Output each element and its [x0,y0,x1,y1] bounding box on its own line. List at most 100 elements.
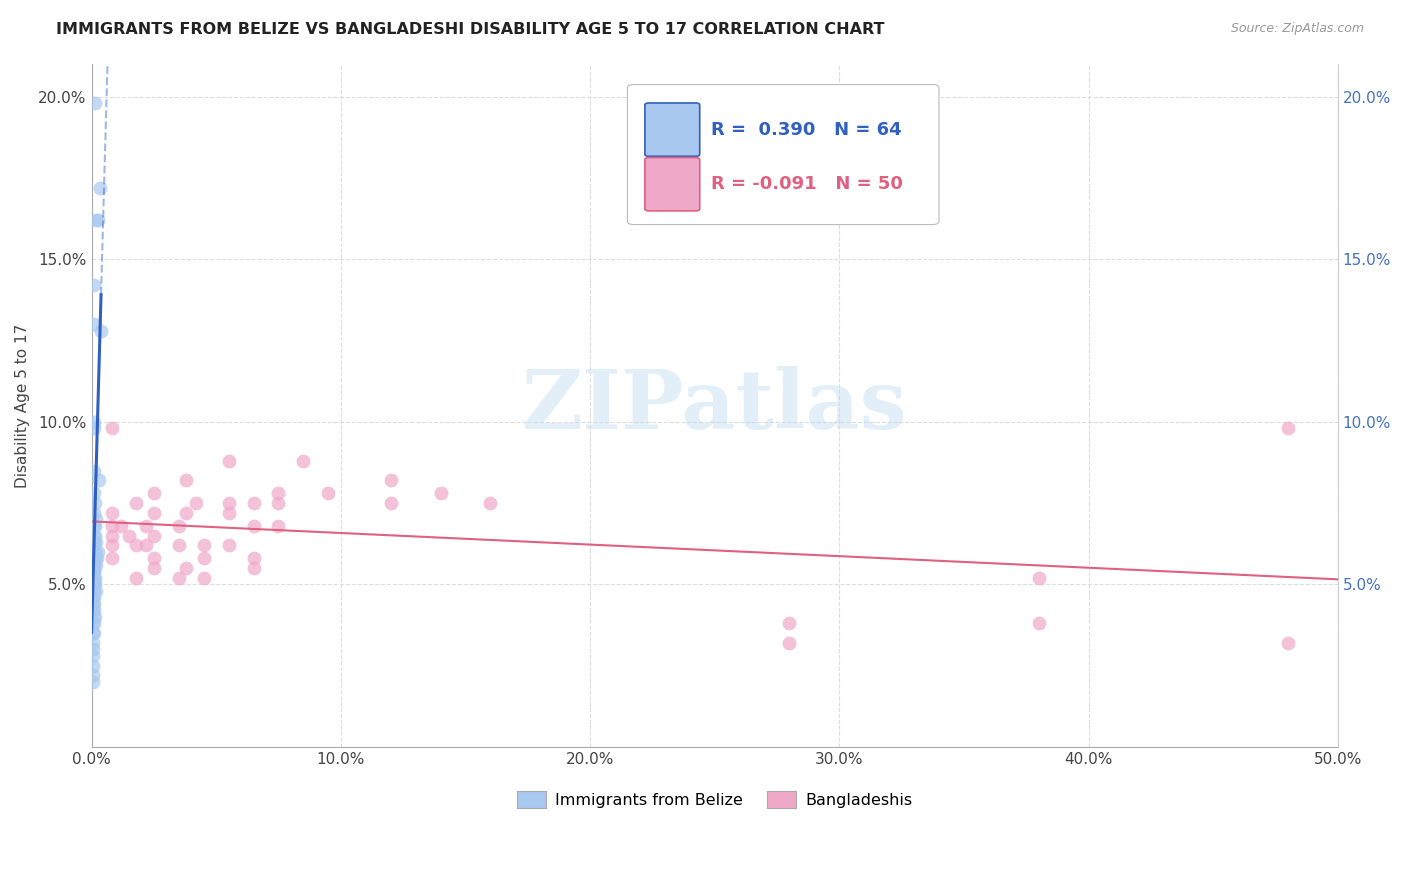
Point [83,528,105,542]
Point [142,506,165,520]
Point [778,636,800,650]
Point [84,512,107,526]
Point [218,496,240,510]
Point [242,496,264,510]
Y-axis label: Disability Age 5 to 17: Disability Age 5 to 17 [15,324,30,488]
Point [83,545,105,559]
Point [84,583,107,598]
Point [167,538,190,552]
Text: ZIPatlas: ZIPatlas [522,366,907,445]
Point [82,583,104,598]
Point [84,551,107,566]
Point [292,454,315,468]
Point [84,535,107,549]
Point [1028,571,1050,585]
Point [167,571,190,585]
Point [83,96,105,111]
Point [82,648,104,663]
Point [82,551,104,566]
Point [83,278,105,293]
Point [82,545,104,559]
Point [82,610,104,624]
Point [100,538,122,552]
Point [83,506,105,520]
Point [429,486,451,500]
Point [83,558,105,572]
Point [479,496,502,510]
Point [83,551,105,566]
Point [83,464,105,478]
Point [1277,636,1299,650]
Point [83,421,105,435]
Point [83,577,105,591]
Point [82,571,104,585]
Point [83,415,105,429]
Point [100,551,122,566]
Point [87,213,110,227]
Point [267,486,290,500]
Point [82,626,104,640]
Point [135,538,157,552]
Point [125,571,148,585]
FancyBboxPatch shape [645,103,700,156]
Point [82,616,104,631]
Point [82,668,104,682]
Point [82,658,104,673]
Point [83,519,105,533]
Point [174,506,197,520]
Point [90,324,112,338]
Point [242,551,264,566]
Text: R = -0.091   N = 50: R = -0.091 N = 50 [711,175,903,194]
Point [142,561,165,575]
Point [83,565,105,579]
Point [218,538,240,552]
Point [142,528,165,542]
Point [82,577,104,591]
Point [167,519,190,533]
Point [193,571,215,585]
Point [100,506,122,520]
Point [84,496,107,510]
Point [118,528,141,542]
Point [86,551,108,566]
Point [83,597,105,611]
Point [380,473,402,487]
Point [83,486,105,500]
Point [100,519,122,533]
Point [125,496,148,510]
Point [267,519,290,533]
Point [84,213,107,227]
Point [82,675,104,690]
Point [318,486,340,500]
Point [83,558,105,572]
Point [84,545,107,559]
Point [82,642,104,657]
Point [83,583,105,598]
Point [83,616,105,631]
Point [1277,421,1299,435]
Point [84,558,107,572]
Text: Source: ZipAtlas.com: Source: ZipAtlas.com [1230,22,1364,36]
Point [83,591,105,605]
Point [778,616,800,631]
Point [186,496,208,510]
Point [84,519,107,533]
Point [142,551,165,566]
Point [142,486,165,500]
Point [83,535,105,549]
Point [100,528,122,542]
FancyBboxPatch shape [645,158,700,211]
Point [174,473,197,487]
Point [193,538,215,552]
Point [82,558,104,572]
Point [83,571,105,585]
Point [83,528,105,542]
Point [87,545,110,559]
Point [83,565,105,579]
Point [82,565,104,579]
Point [83,603,105,617]
Point [87,473,110,487]
Point [83,535,105,549]
Point [82,603,104,617]
Point [125,538,148,552]
